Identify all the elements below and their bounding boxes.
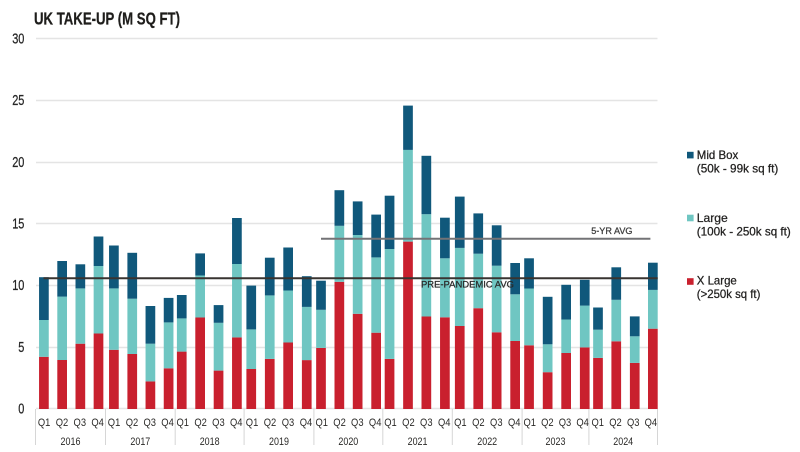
svg-text:Q4: Q4 [369, 417, 382, 429]
svg-text:Q2: Q2 [333, 417, 346, 429]
svg-text:2021: 2021 [408, 436, 428, 448]
svg-text:(50k - 99k sq ft): (50k - 99k sq ft) [697, 161, 779, 175]
svg-text:10: 10 [12, 278, 24, 294]
svg-text:Q1: Q1 [177, 417, 190, 429]
svg-text:Q3: Q3 [420, 417, 433, 429]
svg-text:UK TAKE-UP (M SQ FT): UK TAKE-UP (M SQ FT) [34, 9, 180, 29]
svg-text:Q2: Q2 [126, 417, 139, 429]
svg-text:Q1: Q1 [384, 417, 397, 429]
svg-text:Q3: Q3 [559, 417, 572, 429]
svg-text:Q4: Q4 [161, 417, 174, 429]
svg-text:Q2: Q2 [609, 417, 622, 429]
svg-text:5: 5 [18, 340, 24, 356]
svg-text:Q2: Q2 [264, 417, 277, 429]
svg-text:Q1: Q1 [454, 417, 467, 429]
svg-text:2024: 2024 [613, 436, 633, 448]
svg-text:2020: 2020 [338, 436, 358, 448]
svg-text:5-YR AVG: 5-YR AVG [591, 226, 632, 236]
svg-text:Q2: Q2 [194, 417, 207, 429]
svg-text:30: 30 [12, 32, 24, 48]
svg-text:Q1: Q1 [108, 417, 121, 429]
svg-text:Q2: Q2 [541, 417, 554, 429]
svg-text:Q3: Q3 [74, 417, 87, 429]
svg-text:2023: 2023 [546, 436, 566, 448]
svg-text:Q3: Q3 [143, 417, 156, 429]
svg-text:20: 20 [12, 155, 24, 171]
svg-text:Q1: Q1 [246, 417, 259, 429]
svg-text:Q3: Q3 [212, 417, 225, 429]
svg-text:Q3: Q3 [490, 417, 503, 429]
svg-text:25: 25 [12, 93, 24, 109]
svg-text:Q4: Q4 [230, 417, 243, 429]
svg-text:(>250k sq ft): (>250k sq ft) [697, 287, 761, 301]
svg-text:Large: Large [697, 211, 728, 225]
svg-text:Q3: Q3 [351, 417, 364, 429]
svg-text:0: 0 [18, 402, 24, 418]
svg-text:Q4: Q4 [300, 417, 313, 429]
svg-text:Q3: Q3 [282, 417, 295, 429]
svg-text:Q1: Q1 [591, 417, 604, 429]
svg-text:Q4: Q4 [508, 417, 521, 429]
svg-text:Q2: Q2 [472, 417, 485, 429]
svg-text:2016: 2016 [61, 436, 81, 448]
svg-text:2018: 2018 [200, 436, 220, 448]
svg-text:Q4: Q4 [576, 417, 589, 429]
svg-text:2019: 2019 [269, 436, 289, 448]
svg-text:PRE-PANDEMIC AVG: PRE-PANDEMIC AVG [421, 280, 514, 291]
svg-text:2017: 2017 [130, 436, 150, 448]
svg-text:Q4: Q4 [438, 417, 451, 429]
svg-text:X Large: X Large [697, 274, 737, 288]
svg-text:2022: 2022 [477, 436, 497, 448]
svg-text:Q2: Q2 [56, 417, 69, 429]
svg-text:15: 15 [12, 217, 24, 233]
svg-text:Q4: Q4 [645, 417, 658, 429]
svg-text:Q2: Q2 [402, 417, 415, 429]
svg-text:Q1: Q1 [316, 417, 329, 429]
svg-text:Q1: Q1 [524, 417, 537, 429]
svg-text:Q3: Q3 [627, 417, 640, 429]
svg-text:Mid Box: Mid Box [697, 148, 739, 162]
svg-text:Q4: Q4 [91, 417, 104, 429]
svg-text:Q1: Q1 [38, 417, 51, 429]
svg-text:(100k - 250k sq ft): (100k - 250k sq ft) [697, 224, 791, 238]
